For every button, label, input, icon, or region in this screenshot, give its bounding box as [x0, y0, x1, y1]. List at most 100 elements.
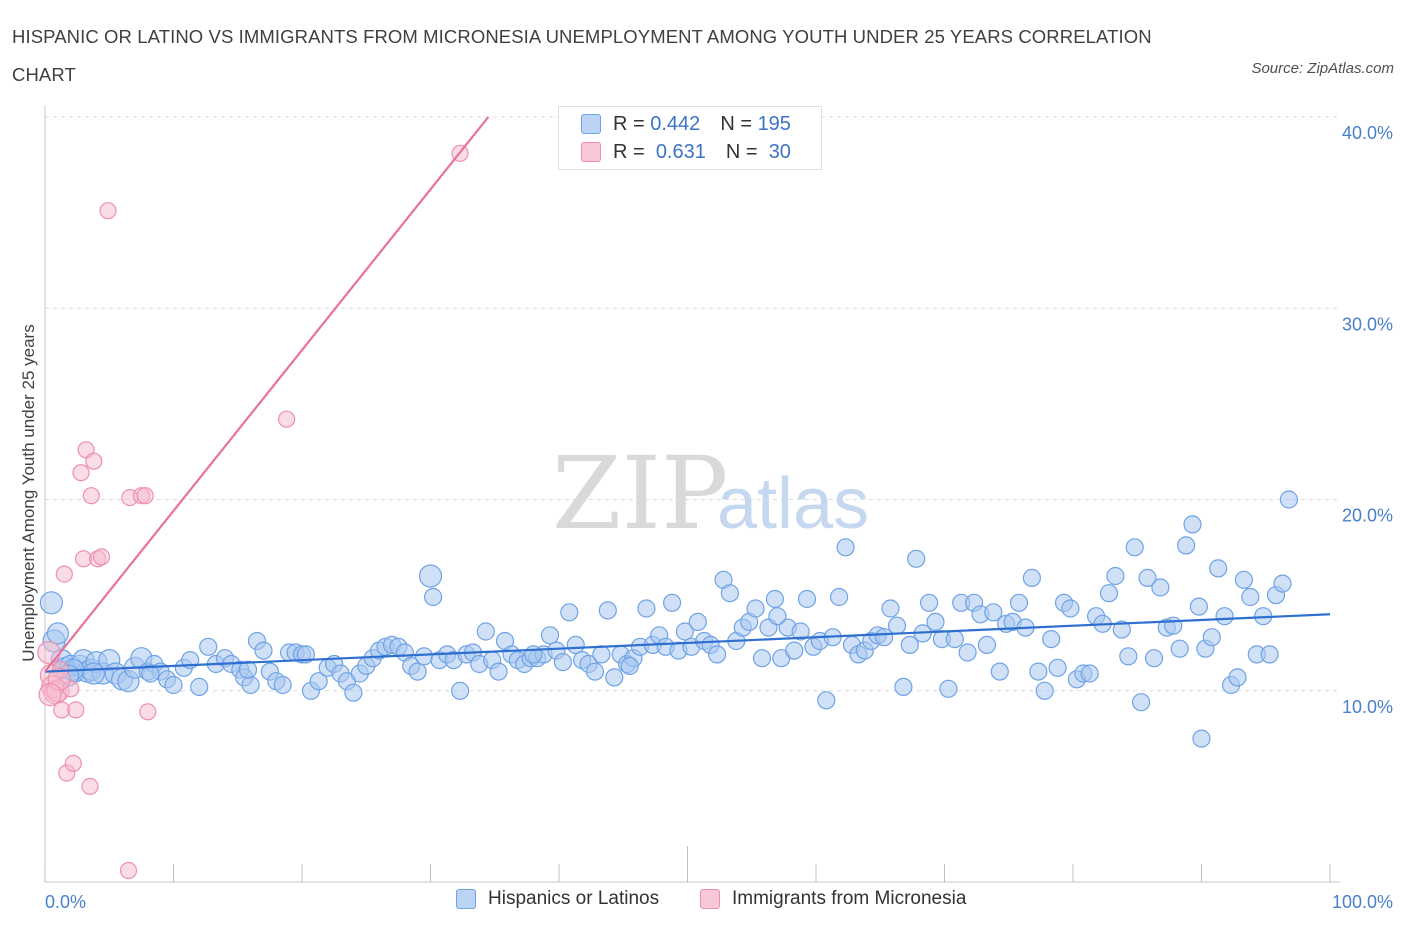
y-tick-label: 20.0% [1342, 506, 1393, 526]
point-hispanic [254, 641, 273, 660]
point-micronesia [37, 640, 61, 665]
stats-row-hispanic: R = 0.442 N = 195 [581, 112, 791, 136]
point-hispanic [688, 612, 707, 632]
stats-legend: R = 0.442 N = 195 R = 0.631 N = 30 [558, 106, 822, 170]
point-hispanic [919, 593, 939, 612]
point-hispanic [1170, 639, 1189, 658]
point-micronesia [55, 565, 73, 583]
point-hispanic [1138, 568, 1157, 588]
point-hispanic [1144, 649, 1164, 668]
gridlines [45, 116, 1340, 692]
trend-lines [44, 116, 1331, 673]
watermark: ZIP atlas [552, 435, 869, 552]
point-hispanic [238, 660, 258, 679]
point-hispanic [451, 681, 470, 700]
point-hispanic [1112, 620, 1131, 639]
point-hispanic [489, 662, 508, 681]
point-micronesia [82, 487, 100, 505]
swatch-micronesia [581, 142, 601, 162]
watermark-atlas: atlas [717, 464, 869, 544]
point-hispanic [1164, 616, 1183, 635]
point-hispanic [945, 629, 964, 649]
point-hispanic [476, 622, 495, 641]
point-hispanic [1273, 574, 1292, 593]
point-hispanic [553, 652, 573, 672]
point-hispanic [1260, 645, 1279, 664]
n-label: N = [725, 140, 758, 163]
point-hispanic [836, 538, 855, 557]
point-hispanic [598, 601, 617, 620]
point-hispanic [797, 589, 817, 609]
point-hispanic [273, 675, 292, 695]
point-hispanic [592, 645, 611, 664]
point-hispanic [939, 679, 958, 698]
watermark-zip: ZIP [552, 435, 728, 552]
r-label: R = [613, 112, 645, 135]
point-hispanic [190, 677, 209, 697]
point-micronesia [99, 202, 117, 220]
point-hispanic [900, 635, 919, 655]
point-hispanic [1183, 515, 1202, 534]
data-points [37, 144, 1299, 880]
point-hispanic [524, 645, 543, 664]
point-hispanic [1192, 729, 1211, 748]
y-tick-label: 10.0% [1342, 697, 1393, 717]
swatch-hispanic [581, 114, 601, 134]
axes [44, 105, 1340, 883]
point-micronesia [92, 548, 111, 566]
point-hispanic [984, 603, 1003, 622]
trend-line-hispanic [44, 613, 1331, 673]
point-micronesia [64, 754, 82, 773]
r-value: 0.631 [655, 140, 706, 163]
point-micronesia [72, 464, 90, 482]
point-hispanic [1035, 681, 1054, 700]
bottom-legend: Hispanics or Latinos Immigrants from Mic… [0, 888, 1406, 918]
point-hispanic [958, 643, 977, 662]
point-hispanic [990, 662, 1009, 681]
legend-swatch-hispanic [456, 889, 476, 909]
point-micronesia [119, 861, 138, 880]
legend-label: Immigrants from Micronesia [732, 888, 967, 909]
legend-item-hispanic[interactable]: Hispanics or Latinos [456, 888, 659, 910]
source-label: Source: ZipAtlas.com [1251, 60, 1394, 77]
point-micronesia [85, 452, 103, 470]
x-tick-label: 100.0% [1332, 892, 1393, 912]
point-hispanic [768, 607, 787, 626]
point-hispanic [881, 599, 900, 618]
y-tick-label: 40.0% [1342, 123, 1393, 143]
point-hispanic [1009, 593, 1029, 612]
point-hispanic [408, 662, 427, 681]
point-hispanic [1106, 566, 1125, 586]
point-hispanic [1022, 568, 1042, 588]
point-hispanic [1241, 587, 1260, 607]
point-hispanic [829, 587, 849, 607]
point-hispanic [637, 599, 656, 618]
y-axis-label: Unemployment Among Youth under 25 years [19, 324, 38, 661]
point-hispanic [1215, 607, 1234, 626]
point-hispanic [1228, 668, 1247, 687]
point-hispanic [82, 662, 105, 685]
point-hispanic [46, 622, 70, 645]
point-hispanic [1202, 628, 1221, 647]
point-micronesia [81, 777, 99, 796]
point-micronesia [38, 682, 62, 707]
stats-row-micronesia: R = 0.631 N = 30 [581, 140, 791, 164]
point-hispanic [1119, 647, 1138, 666]
legend-item-micronesia[interactable]: Immigrants from Micronesia [700, 888, 966, 910]
legend-swatch-micronesia [700, 889, 720, 909]
point-hispanic [1125, 538, 1144, 557]
point-hispanic [977, 635, 997, 655]
point-hispanic [926, 612, 945, 632]
y-tick-labels: 10.0% 20.0% 30.0% 40.0% [1342, 123, 1393, 717]
point-hispanic [1189, 597, 1209, 616]
point-hispanic [241, 675, 260, 695]
r-value: 0.442 [650, 112, 701, 135]
point-micronesia [136, 487, 154, 505]
point-hispanic [675, 622, 695, 641]
point-hispanic [720, 584, 740, 603]
x-tick-label: 0.0% [45, 892, 86, 912]
point-hispanic [605, 668, 624, 687]
point-hispanic [1209, 559, 1228, 578]
point-hispanic [1042, 629, 1061, 649]
